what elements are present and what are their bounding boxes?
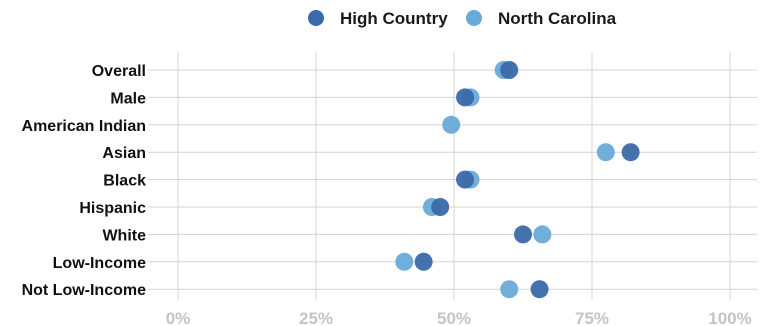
category-label-overall: Overall: [92, 63, 146, 80]
legend: High Country North Carolina: [308, 9, 617, 28]
category-label-asian: Asian: [102, 145, 146, 162]
category-label-american-indian: American Indian: [22, 118, 146, 135]
point-high-country-overall: [500, 61, 519, 79]
point-high-country-male: [456, 88, 475, 107]
x-tick-label: 0%: [166, 309, 191, 326]
category-label-white: White: [102, 227, 146, 244]
point-north-carolina-american-indian: [442, 115, 461, 134]
category-label-not-low-income: Not Low-Income: [22, 282, 147, 299]
category-label-male: Male: [110, 90, 146, 107]
point-north-carolina-not-low-income: [500, 280, 519, 299]
point-high-country-hispanic: [431, 198, 450, 216]
point-high-country-asian: [621, 143, 640, 162]
legend-label-high-country: High Country: [340, 9, 448, 28]
legend-label-north-carolina: North Carolina: [498, 9, 617, 28]
x-tick-label: 100%: [708, 309, 751, 326]
grid-lines: [148, 52, 757, 300]
data-points: [395, 61, 640, 299]
category-labels: Overall Male American Indian Asian Black Hisp…: [22, 63, 147, 299]
point-north-carolina-asian: [596, 143, 615, 162]
x-tick-label: 25%: [299, 309, 333, 326]
category-label-black: Black: [103, 173, 146, 190]
x-tick-label: 75%: [575, 309, 609, 326]
legend-marker-north-carolina: [466, 10, 482, 26]
x-axis-tick-labels: 0% 25% 50% 75% 100%: [166, 309, 752, 326]
point-north-carolina-white: [533, 225, 552, 244]
point-high-country-low-income: [414, 252, 433, 271]
point-high-country-black: [456, 170, 475, 189]
category-label-low-income: Low-Income: [53, 255, 146, 272]
point-high-country-not-low-income: [530, 280, 549, 299]
category-label-hispanic: Hispanic: [79, 200, 146, 217]
legend-marker-high-country: [308, 10, 324, 26]
point-north-carolina-low-income: [395, 252, 414, 271]
x-tick-label: 50%: [437, 309, 471, 326]
point-high-country-white: [514, 225, 532, 244]
